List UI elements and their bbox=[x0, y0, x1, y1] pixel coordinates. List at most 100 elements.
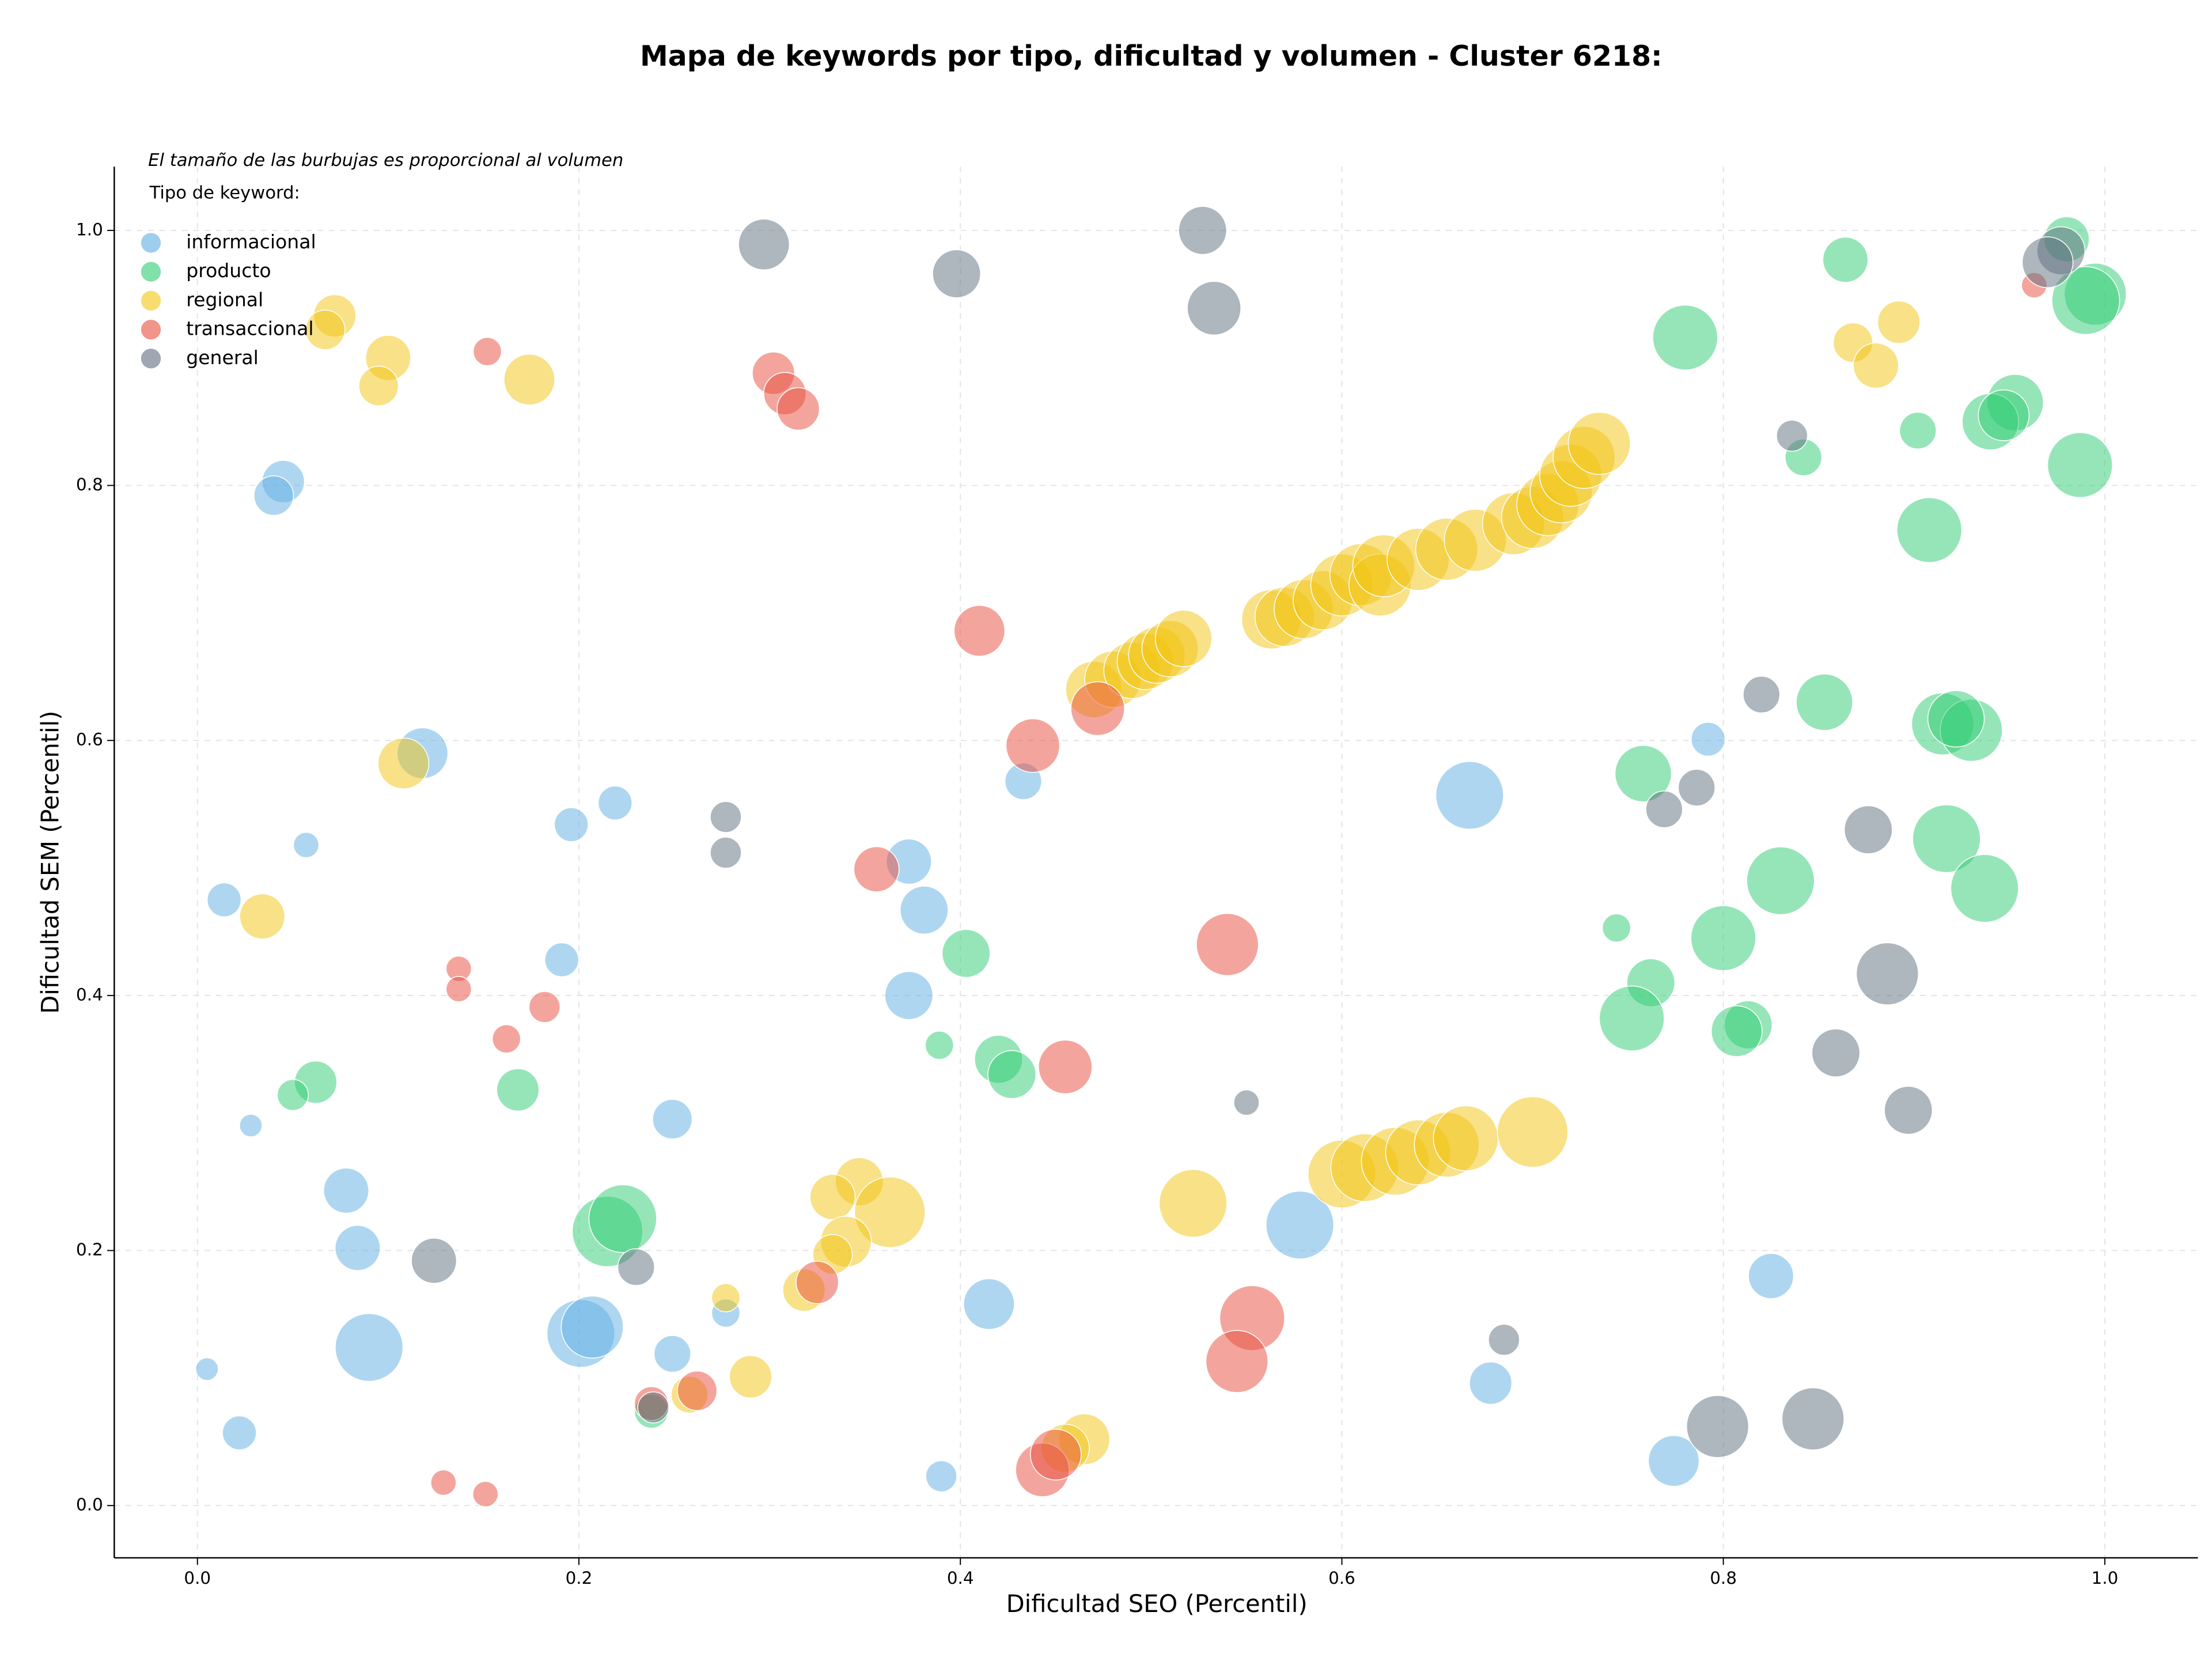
bubble bbox=[1567, 411, 1631, 475]
bubble bbox=[1686, 1395, 1749, 1458]
x-tick-label: 0.4 bbox=[947, 1568, 974, 1588]
bubble bbox=[1899, 411, 1937, 449]
legend-label: regional bbox=[186, 288, 263, 311]
bubble bbox=[884, 971, 934, 1020]
bubble bbox=[528, 991, 561, 1023]
bubble bbox=[239, 1114, 263, 1137]
bubble bbox=[777, 387, 820, 431]
bubble bbox=[1743, 675, 1781, 714]
grid bbox=[114, 167, 2198, 1558]
legend-marker bbox=[141, 319, 161, 340]
bubble bbox=[853, 846, 900, 892]
series bbox=[411, 206, 2086, 1458]
bubble bbox=[1978, 389, 2030, 441]
bubble bbox=[334, 1225, 381, 1272]
bubble bbox=[1647, 1435, 1700, 1487]
bubble bbox=[1690, 905, 1756, 971]
bubble bbox=[1602, 913, 1631, 943]
bubble bbox=[206, 882, 242, 918]
bubble bbox=[729, 1355, 772, 1399]
bubble bbox=[809, 1174, 856, 1220]
legend-marker bbox=[141, 349, 161, 369]
bubble bbox=[796, 1261, 839, 1304]
bubble bbox=[1711, 1005, 1763, 1057]
bubble bbox=[2021, 236, 2074, 289]
bubble bbox=[472, 336, 502, 366]
bubble bbox=[430, 1469, 457, 1496]
bubble bbox=[677, 1370, 718, 1412]
legend-title: Tipo de keyword: bbox=[149, 183, 300, 203]
bubble bbox=[2047, 432, 2113, 498]
bubble bbox=[358, 365, 399, 406]
bubble bbox=[1691, 721, 1726, 757]
bubble bbox=[597, 785, 633, 820]
series bbox=[239, 294, 1921, 1473]
bubble bbox=[617, 1248, 655, 1286]
bubble bbox=[554, 807, 589, 842]
bubble bbox=[1205, 1330, 1268, 1393]
bubble bbox=[377, 737, 430, 789]
legend-marker bbox=[141, 262, 161, 282]
bubble bbox=[335, 1313, 404, 1382]
bubble bbox=[1896, 497, 1963, 563]
y-tick-label: 0.2 bbox=[76, 1240, 103, 1259]
bubble bbox=[1950, 854, 2019, 923]
bubble bbox=[738, 218, 790, 271]
bubble bbox=[1855, 942, 1919, 1005]
bubble bbox=[1435, 760, 1504, 830]
y-tick-label: 0.4 bbox=[76, 985, 103, 1004]
legend-label: transaccional bbox=[186, 317, 313, 340]
bubble bbox=[239, 893, 286, 940]
series bbox=[276, 216, 2127, 1429]
y-axis-label: Dificultad SEM (Percentil) bbox=[36, 710, 65, 1013]
bubble bbox=[941, 929, 991, 978]
bubble bbox=[710, 801, 742, 833]
bubble bbox=[1776, 419, 1808, 452]
legend: informacional producto regional transaccion… bbox=[141, 230, 316, 369]
bubble bbox=[1652, 304, 1718, 370]
bubble bbox=[1497, 1096, 1569, 1168]
bubble bbox=[710, 837, 742, 869]
bubble bbox=[953, 605, 1006, 657]
bubble bbox=[2051, 266, 2120, 335]
bubble bbox=[503, 354, 555, 406]
bubble bbox=[445, 976, 472, 1002]
bubble bbox=[1433, 1105, 1499, 1171]
bubble bbox=[276, 1079, 309, 1111]
bubble bbox=[560, 1295, 624, 1359]
x-axis-label: Dificultad SEO (Percentil) bbox=[1006, 1590, 1308, 1618]
bubble bbox=[637, 1391, 669, 1424]
bubble bbox=[932, 249, 981, 298]
bubble bbox=[222, 1415, 257, 1451]
bubble bbox=[925, 1460, 957, 1492]
bubble bbox=[1469, 1361, 1513, 1405]
bubble bbox=[496, 1068, 540, 1112]
bubble bbox=[588, 1184, 657, 1253]
bubble bbox=[1796, 674, 1853, 731]
bubble bbox=[1677, 769, 1715, 807]
bubble bbox=[195, 1357, 219, 1381]
bubble bbox=[293, 831, 320, 858]
bubble bbox=[1645, 790, 1683, 828]
bubble bbox=[1233, 1089, 1260, 1116]
y-tick-label: 0.8 bbox=[76, 475, 103, 494]
bubble bbox=[1187, 281, 1241, 336]
bubble bbox=[1877, 300, 1921, 344]
bubble bbox=[1822, 236, 1869, 283]
bubble bbox=[963, 1278, 1015, 1330]
bubble bbox=[1005, 718, 1060, 773]
bubble bbox=[1927, 690, 1985, 748]
bubble bbox=[652, 1099, 693, 1140]
x-tick-label: 0.8 bbox=[1710, 1568, 1737, 1588]
bubble bbox=[1158, 1169, 1228, 1238]
annotation: El tamaño de las burbujas es proporciona… bbox=[148, 150, 623, 171]
bubble bbox=[987, 1050, 1036, 1099]
bubble bbox=[1488, 1323, 1520, 1356]
legend-marker bbox=[141, 290, 161, 311]
bubble bbox=[1196, 913, 1259, 976]
bubble bbox=[1843, 805, 1893, 854]
chart-title: Mapa de keywords por tipo, dificultad y … bbox=[640, 40, 1662, 73]
bubble bbox=[1614, 745, 1672, 803]
bubble bbox=[1853, 342, 1899, 389]
